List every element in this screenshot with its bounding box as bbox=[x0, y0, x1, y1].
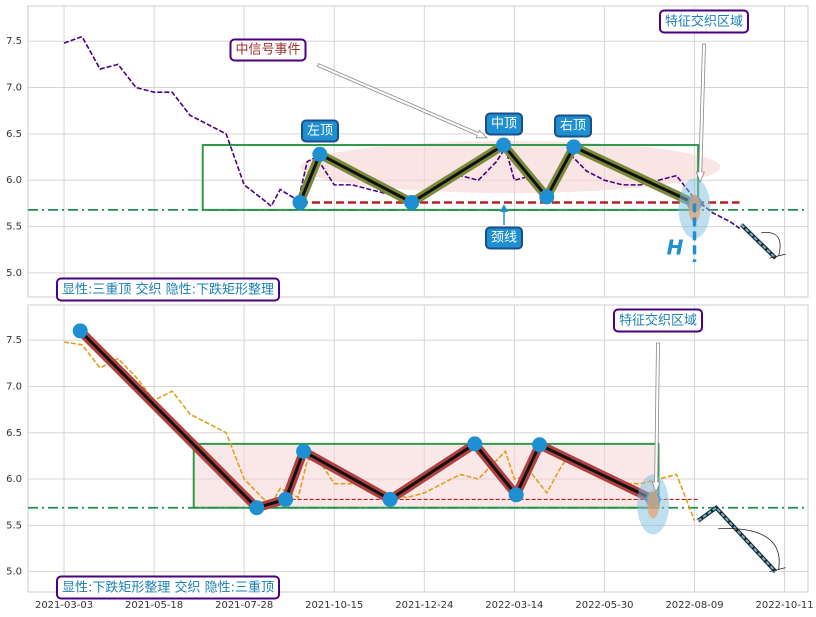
pattern-point bbox=[539, 189, 555, 205]
annotation: 右顶 bbox=[553, 114, 593, 138]
annotation: 中信号事件 bbox=[229, 38, 307, 62]
pattern-point bbox=[278, 491, 294, 507]
pattern-point bbox=[72, 323, 88, 339]
y-tick-label: 5.0 bbox=[6, 567, 22, 578]
neck-arrow-head bbox=[500, 204, 508, 212]
y-tick-label: 7.0 bbox=[6, 83, 22, 94]
y-tick-label: 5.5 bbox=[6, 520, 22, 531]
annotation-box bbox=[300, 119, 340, 143]
pattern-point bbox=[249, 500, 265, 516]
annotation-text: 中顶 bbox=[491, 117, 517, 132]
pattern-point bbox=[532, 437, 548, 453]
curve-arrow bbox=[761, 232, 781, 257]
annotation: 显性:三重顶 交织 隐性:下跌矩形整理 bbox=[55, 277, 281, 302]
zone-core bbox=[647, 490, 660, 519]
annotation-text: 显性:下跌矩形整理 交织 隐性:三重顶 bbox=[62, 580, 274, 596]
x-tick-label: 2021-05-18 bbox=[125, 600, 183, 611]
x-tick-label: 2022-05-30 bbox=[575, 600, 633, 611]
annotation: 左顶 bbox=[300, 119, 340, 143]
height-label: H bbox=[667, 236, 684, 260]
annotation-box bbox=[553, 114, 593, 138]
pattern-point bbox=[566, 139, 582, 155]
x-tick-label: 2021-10-15 bbox=[305, 600, 363, 611]
annotation-text: 左顶 bbox=[307, 124, 333, 139]
y-tick-label: 7.5 bbox=[6, 335, 22, 346]
pattern-point bbox=[404, 194, 420, 210]
arrow bbox=[651, 342, 661, 494]
y-tick-label: 5.0 bbox=[6, 268, 22, 279]
annotation-text: 颈线 bbox=[491, 231, 517, 246]
annotation-box bbox=[55, 277, 281, 302]
annotation-text: 中信号事件 bbox=[235, 43, 300, 58]
y-tick-label: 7.5 bbox=[6, 36, 22, 47]
pattern-point bbox=[467, 436, 483, 452]
x-tick-label: 2022-08-09 bbox=[665, 600, 723, 611]
price-line bbox=[63, 35, 741, 230]
y-tick-label: 6.5 bbox=[6, 428, 22, 439]
projection bbox=[740, 223, 777, 259]
annotation: 中顶 bbox=[484, 112, 524, 136]
annotation-box bbox=[55, 575, 281, 600]
pattern-point bbox=[296, 443, 312, 459]
arrow bbox=[695, 43, 706, 184]
annotation: 特征交织区域 bbox=[658, 9, 750, 34]
annotation-box bbox=[484, 112, 524, 136]
x-tick-label: 2021-03-03 bbox=[35, 600, 93, 611]
annotation: 显性:下跌矩形整理 交织 隐性:三重顶 bbox=[55, 575, 281, 600]
y-tick-label: 7.0 bbox=[6, 381, 22, 392]
pattern-point bbox=[312, 146, 328, 162]
x-tick-label: 2021-07-28 bbox=[215, 600, 273, 611]
y-tick-label: 6.0 bbox=[6, 175, 22, 186]
pattern-point bbox=[496, 137, 512, 153]
shade bbox=[300, 141, 721, 194]
annotation-box bbox=[484, 226, 524, 250]
annotation-box bbox=[229, 38, 307, 62]
projection bbox=[697, 506, 777, 573]
annotation-text: 特征交织区域 bbox=[665, 14, 743, 30]
pattern-point bbox=[382, 491, 398, 507]
x-tick-label: 2021-12-24 bbox=[395, 600, 453, 611]
arrow bbox=[316, 63, 488, 139]
annotation-box bbox=[612, 308, 704, 333]
annotation-box bbox=[658, 9, 750, 34]
annotation-text: 显性:三重顶 交织 隐性:下跌矩形整理 bbox=[62, 282, 274, 298]
pattern-point bbox=[292, 194, 308, 210]
pattern-point bbox=[508, 487, 524, 503]
annotation-text: 特征交织区域 bbox=[619, 313, 697, 329]
y-tick-label: 6.0 bbox=[6, 474, 22, 485]
curve-arrow bbox=[718, 528, 780, 570]
curve-tick bbox=[769, 567, 786, 573]
x-tick-label: 2022-10-11 bbox=[756, 600, 814, 611]
annotation: 颈线 bbox=[484, 226, 524, 250]
annotation-text: 右顶 bbox=[560, 119, 586, 134]
y-tick-label: 6.5 bbox=[6, 129, 22, 140]
curve-tick bbox=[769, 253, 786, 259]
y-tick-label: 5.5 bbox=[6, 222, 22, 233]
annotation: 特征交织区域 bbox=[612, 308, 704, 333]
x-tick-label: 2022-03-14 bbox=[485, 600, 543, 611]
